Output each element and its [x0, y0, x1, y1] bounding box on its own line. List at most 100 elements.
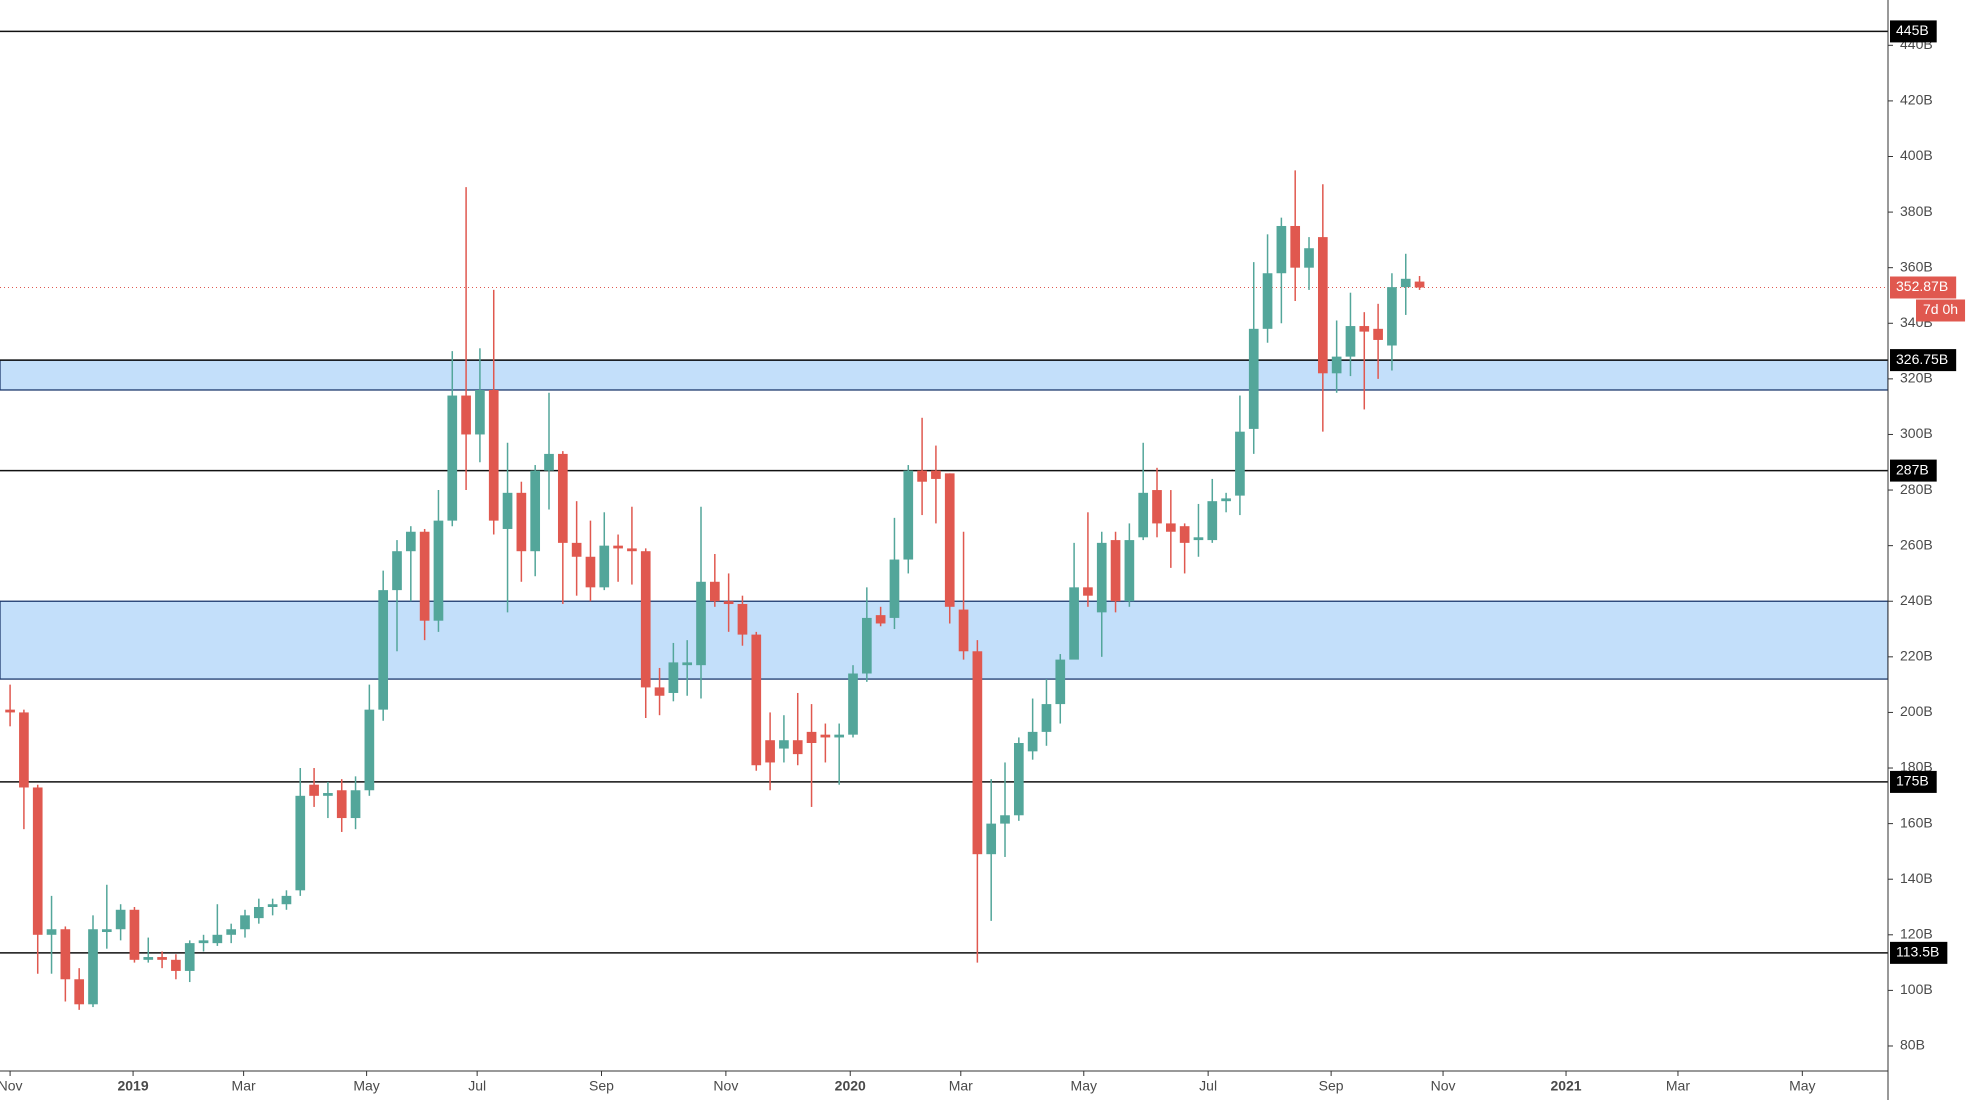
candle-body [5, 709, 15, 713]
candle-body [502, 492, 513, 529]
candle-body [1331, 356, 1342, 374]
candle-body [709, 581, 720, 602]
candle-body [253, 907, 264, 919]
candle-body [143, 957, 154, 960]
candle-body [1387, 287, 1397, 346]
candle-body [60, 929, 71, 980]
y-tick-label: 100B [1900, 981, 1933, 997]
candle-body [765, 740, 775, 763]
candle-body [433, 520, 444, 621]
x-tick-label: Jul [1199, 1078, 1217, 1094]
candle-body [419, 531, 430, 621]
candle-body [889, 559, 900, 618]
x-tick-label: 2019 [117, 1078, 148, 1094]
candle-body [226, 929, 237, 935]
countdown-box [1916, 299, 1966, 322]
candle-body [585, 556, 596, 588]
y-tick-label: 160B [1900, 814, 1933, 830]
candle-body [557, 453, 568, 543]
candle-body [1317, 237, 1328, 374]
candle-body [1276, 225, 1287, 274]
y-tick-label: 420B [1900, 92, 1933, 108]
level-label: 287B [1890, 459, 1937, 482]
candle-body [1262, 273, 1273, 329]
candle-body [1096, 542, 1107, 613]
candle-body [1083, 587, 1093, 596]
candle-body [212, 934, 223, 944]
candle-body [627, 548, 637, 552]
level-label-box [1890, 20, 1937, 43]
zone [0, 600, 1889, 680]
level-label-box [1890, 349, 1957, 372]
x-tick-label: Jul [468, 1078, 486, 1094]
candle-body [378, 590, 389, 710]
countdown: 7d 0h [1916, 299, 1966, 322]
candle-body [682, 662, 693, 666]
x-tick-label: Mar [949, 1078, 973, 1094]
candle-body [1414, 281, 1425, 288]
axis-bg [0, 1071, 1888, 1100]
candle-body [74, 979, 85, 1005]
countdown-text: 7d 0h [1923, 301, 1958, 317]
candle-body [1027, 731, 1038, 752]
x-tick-label: May [353, 1078, 379, 1094]
candle-body [544, 453, 554, 471]
candle-body [295, 795, 306, 891]
y-tick-label: 180B [1900, 759, 1933, 775]
candle-body [1138, 492, 1149, 538]
candle-body [1041, 704, 1052, 732]
candle-body [129, 909, 140, 960]
candle-body [1179, 526, 1190, 543]
candle-body [751, 634, 762, 766]
price-label: 352.87B [1890, 276, 1957, 299]
candle-body [723, 601, 734, 605]
candle-body [737, 604, 748, 635]
candle-body [1207, 501, 1218, 541]
candle-body [101, 929, 112, 933]
candle-body [696, 581, 706, 666]
candle-body [475, 389, 485, 435]
candle-body [392, 551, 402, 591]
y-tick-label: 140B [1900, 870, 1933, 886]
level-label-text: 287B [1896, 461, 1929, 477]
candle-body [46, 929, 57, 935]
candle-body [848, 673, 858, 735]
candle-body [668, 662, 679, 693]
candle-body [986, 823, 997, 855]
level-label-text: 113.5B [1896, 944, 1939, 960]
price-label-box [1890, 276, 1957, 299]
candle-body [1359, 326, 1370, 332]
candle-body [461, 395, 471, 435]
axis-bg [1888, 0, 1970, 1100]
candle-body [364, 709, 375, 791]
candle-body [32, 787, 43, 935]
candle-body [323, 793, 333, 796]
y-tick-label: 200B [1900, 703, 1933, 719]
y-tick-label: 300B [1900, 425, 1933, 441]
candle-body [1373, 328, 1383, 340]
candle-body [613, 545, 623, 549]
y-tick-label: 320B [1900, 370, 1933, 386]
candle-body [1221, 498, 1231, 502]
level-label-text: 445B [1896, 22, 1929, 38]
candle-body [654, 687, 665, 696]
candle-body [599, 545, 610, 588]
x-tick-label: Sep [589, 1078, 614, 1094]
candle-body [1124, 540, 1135, 602]
level-label: 326.75B [1890, 349, 1957, 372]
x-tick-label: May [1789, 1078, 1815, 1094]
candle-body [1235, 431, 1245, 496]
candle-body [281, 895, 292, 905]
candle-body [19, 712, 29, 788]
zone [0, 359, 1889, 391]
candle-body [1400, 278, 1411, 288]
candle-body [1055, 659, 1066, 705]
x-tick-label: Nov [713, 1078, 738, 1094]
candle-body [488, 389, 499, 521]
candle-body [792, 740, 803, 755]
candle-body [944, 473, 955, 607]
candle-body [447, 395, 458, 521]
x-tick-label: Sep [1319, 1078, 1344, 1094]
candle-body [875, 615, 886, 624]
